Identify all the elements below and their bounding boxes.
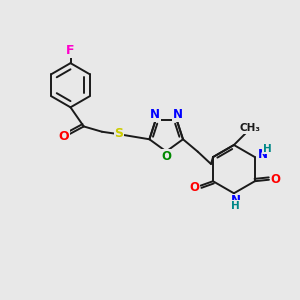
Text: CH₃: CH₃ <box>240 123 261 133</box>
Text: H: H <box>263 144 272 154</box>
Text: H: H <box>231 201 240 211</box>
Text: O: O <box>161 150 171 163</box>
Text: F: F <box>66 44 75 57</box>
Text: O: O <box>59 130 69 143</box>
Text: S: S <box>115 127 124 140</box>
Text: N: N <box>150 108 160 121</box>
Text: N: N <box>172 108 182 121</box>
Text: N: N <box>258 148 268 160</box>
Text: O: O <box>270 173 280 186</box>
Text: N: N <box>230 194 240 207</box>
Text: O: O <box>189 181 199 194</box>
